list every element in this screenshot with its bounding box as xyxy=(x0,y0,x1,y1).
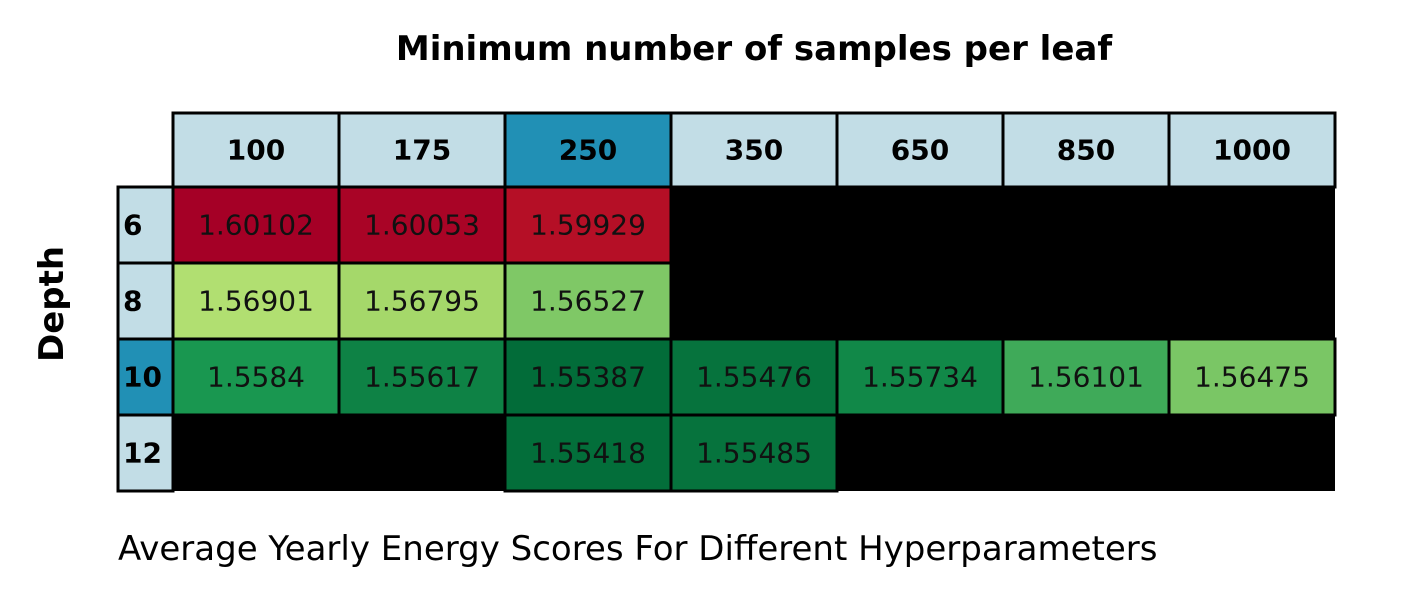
empty-cell xyxy=(671,263,837,339)
empty-cell xyxy=(339,415,505,491)
row-header-label: 12 xyxy=(123,437,162,470)
data-cell xyxy=(1001,337,1171,417)
data-cell xyxy=(1167,337,1337,417)
column-header-cell xyxy=(171,111,341,189)
column-header-label: 100 xyxy=(227,134,285,167)
column-header-label: 175 xyxy=(393,134,451,167)
data-cell-value: 1.56101 xyxy=(1028,361,1144,394)
empty-cell xyxy=(1169,415,1335,491)
data-cell-value: 1.56795 xyxy=(364,285,480,318)
y-axis-label: Depth xyxy=(32,246,72,362)
data-cell xyxy=(503,337,673,417)
data-cell-value: 1.60102 xyxy=(198,209,314,242)
data-cell-value: 1.55476 xyxy=(696,361,812,394)
column-header-label: 250 xyxy=(559,134,617,167)
chart-title: Minimum number of samples per leaf xyxy=(396,29,1113,69)
row-header-label: 10 xyxy=(123,361,162,394)
empty-cell xyxy=(837,263,1003,339)
data-cell-value: 1.55418 xyxy=(530,437,646,470)
column-header-cell xyxy=(337,111,507,189)
data-cell xyxy=(171,337,341,417)
data-cell-value: 1.56901 xyxy=(198,285,314,318)
table-grid: 100 175 250 350 650 850 1000 6 1.60102 1.60053 1.5… xyxy=(116,111,1337,493)
data-cell xyxy=(669,337,839,417)
column-header-label: 1000 xyxy=(1213,134,1291,167)
data-cell-value: 1.55617 xyxy=(364,361,480,394)
column-header-cell xyxy=(1001,111,1171,189)
empty-cell xyxy=(671,187,837,263)
empty-cell xyxy=(1003,187,1169,263)
row-header-label: 8 xyxy=(123,285,142,318)
column-header-label: 350 xyxy=(725,134,783,167)
data-cell-value: 1.56475 xyxy=(1194,361,1310,394)
data-cell-value: 1.55485 xyxy=(696,437,812,470)
column-header-label: 850 xyxy=(1057,134,1115,167)
data-cell xyxy=(337,337,507,417)
data-cell xyxy=(337,185,507,265)
empty-cell xyxy=(173,415,339,491)
data-cell-value: 1.55734 xyxy=(862,361,978,394)
row-header-cell xyxy=(116,261,175,341)
empty-cell xyxy=(837,415,1003,491)
empty-cell xyxy=(837,187,1003,263)
data-cell-value: 1.60053 xyxy=(364,209,480,242)
column-header-label: 650 xyxy=(891,134,949,167)
data-cell xyxy=(337,261,507,341)
row-header-cell xyxy=(116,185,175,265)
data-cell xyxy=(503,413,673,493)
row-header-label: 6 xyxy=(123,209,142,242)
data-cell-value: 1.55387 xyxy=(530,361,646,394)
data-cell-value: 1.59929 xyxy=(530,209,646,242)
empty-cell xyxy=(1003,415,1169,491)
empty-cell xyxy=(1169,187,1335,263)
row-header-cell xyxy=(116,337,175,417)
empty-cell xyxy=(1169,263,1335,339)
data-cell xyxy=(835,337,1005,417)
data-cell-value: 1.5584 xyxy=(207,361,305,394)
chart-caption: Average Yearly Energy Scores For Differe… xyxy=(118,529,1158,569)
empty-cell xyxy=(1003,263,1169,339)
data-cell-value: 1.56527 xyxy=(530,285,646,318)
